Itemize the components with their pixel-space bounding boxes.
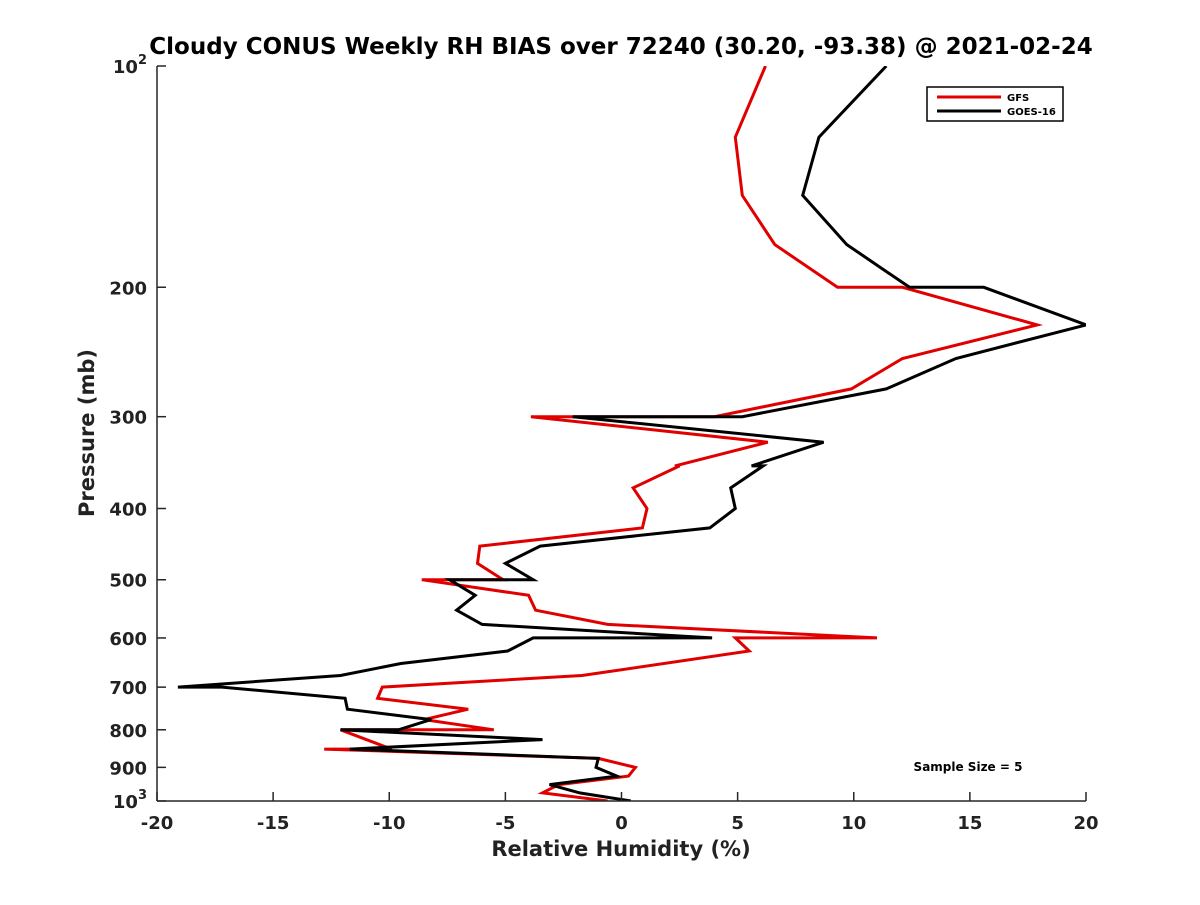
y-tick-label: 200 [109,278,147,299]
sample-size-annotation: Sample Size = 5 [914,760,1023,774]
y-axis-label: Pressure (mb) [75,349,99,517]
y-tick-label: 700 [109,678,147,699]
plot-area: -20 -15 -10 -5 0 5 10 15 20 102 200 300 400 500 600 700… [109,53,1098,834]
x-axis-label: Relative Humidity (%) [491,837,750,861]
y-tick-label: 102 [113,53,147,78]
chart-title: Cloudy CONUS Weekly RH BIAS over 72240 (… [149,34,1092,60]
series-line-gfs [324,66,1044,801]
x-tick-label: 10 [841,813,866,834]
series-line-goes-16 [177,66,1086,801]
y-tick-label: 600 [109,629,147,650]
legend: GFS GOES-16 [926,86,1064,122]
legend-label-gfs: GFS [1007,93,1029,104]
y-tick-label: 900 [109,758,147,779]
y-tick-label: 500 [109,571,147,592]
x-tick-label: -5 [495,813,515,834]
x-tick-label: 5 [731,813,744,834]
y-tick-label: 800 [109,721,147,742]
x-tick-label: 15 [957,813,982,834]
y-tick-label: 400 [109,500,147,521]
x-tick-label: -10 [373,813,406,834]
x-tick-label: -20 [141,813,174,834]
x-tick-label: 0 [615,813,628,834]
legend-box [926,86,1064,122]
x-tick-label: 20 [1073,813,1098,834]
y-tick-label: 300 [109,408,147,429]
x-tick-label: -15 [257,813,290,834]
legend-label-goes-16: GOES-16 [1007,107,1056,118]
y-tick-label: 103 [113,788,147,813]
